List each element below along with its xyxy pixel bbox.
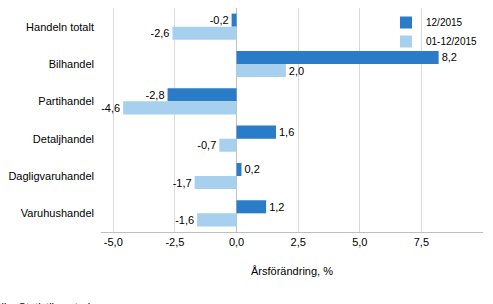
svg-text:-0,7: -0,7 bbox=[197, 139, 216, 151]
svg-text:5,0: 5,0 bbox=[352, 236, 367, 248]
svg-text:1,6: 1,6 bbox=[279, 126, 294, 138]
svg-text:Källa: Statistikcentralen: Källa: Statistikcentralen bbox=[0, 301, 102, 304]
svg-text:Partihandel: Partihandel bbox=[38, 95, 94, 107]
svg-text:-2,6: -2,6 bbox=[151, 27, 170, 39]
svg-text:2,5: 2,5 bbox=[291, 236, 306, 248]
svg-text:0,0: 0,0 bbox=[229, 236, 244, 248]
svg-text:-1,7: -1,7 bbox=[173, 177, 192, 189]
svg-text:-4,6: -4,6 bbox=[101, 102, 120, 114]
svg-text:8,2: 8,2 bbox=[442, 51, 457, 63]
svg-text:-0,2: -0,2 bbox=[210, 14, 229, 26]
svg-text:Handeln totalt: Handeln totalt bbox=[26, 21, 94, 33]
svg-text:Årsförändring, %: Årsförändring, % bbox=[251, 265, 333, 277]
svg-text:Detaljhandel: Detaljhandel bbox=[33, 133, 94, 145]
svg-text:12/2015: 12/2015 bbox=[426, 17, 463, 28]
svg-text:-2,5: -2,5 bbox=[165, 236, 184, 248]
svg-text:-2,8: -2,8 bbox=[146, 89, 165, 101]
svg-text:1,2: 1,2 bbox=[269, 201, 284, 213]
svg-text:Bilhandel: Bilhandel bbox=[49, 58, 94, 70]
svg-text:-1,6: -1,6 bbox=[175, 214, 194, 226]
svg-text:Dagligvaruhandel: Dagligvaruhandel bbox=[8, 170, 94, 182]
svg-text:Varuhushandel: Varuhushandel bbox=[21, 207, 94, 219]
svg-text:2,0: 2,0 bbox=[289, 65, 304, 77]
svg-text:7,5: 7,5 bbox=[414, 236, 429, 248]
svg-text:0,2: 0,2 bbox=[244, 163, 259, 175]
svg-text:01-12/2015: 01-12/2015 bbox=[426, 36, 477, 47]
svg-text:-5,0: -5,0 bbox=[104, 236, 123, 248]
